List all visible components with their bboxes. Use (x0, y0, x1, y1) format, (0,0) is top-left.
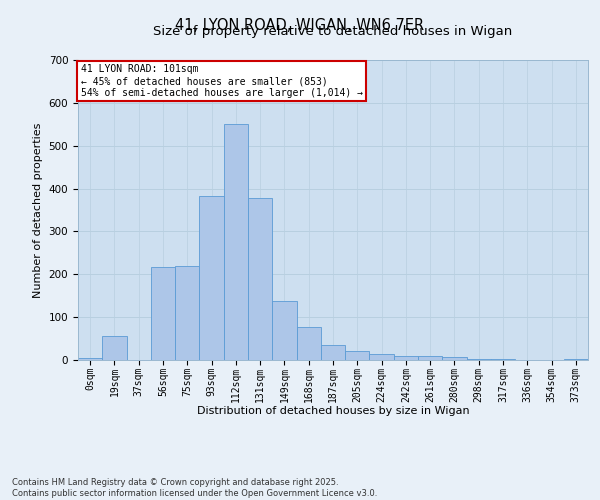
Bar (175, 266, 199, 360)
Text: 41 LYON ROAD: 101sqm
← 45% of detached houses are smaller (853)
54% of semi-deta: 41 LYON ROAD: 101sqm ← 45% of detached h… (80, 64, 362, 98)
Bar (102, 336, 127, 360)
Bar (248, 198, 272, 360)
Text: 41, LYON ROAD, WIGAN, WN6 7ER: 41, LYON ROAD, WIGAN, WN6 7ER (175, 18, 425, 32)
Bar (467, 358, 491, 360)
Bar (296, 326, 321, 360)
Bar (564, 358, 588, 360)
Bar (321, 345, 345, 360)
Bar (442, 356, 467, 360)
Bar (78, 358, 102, 360)
Text: Contains HM Land Registry data © Crown copyright and database right 2025.
Contai: Contains HM Land Registry data © Crown c… (12, 478, 377, 498)
Bar (394, 356, 418, 360)
Bar (272, 301, 296, 360)
Title: Size of property relative to detached houses in Wigan: Size of property relative to detached ho… (154, 25, 512, 38)
Y-axis label: Number of detached properties: Number of detached properties (33, 122, 43, 298)
Bar (224, 124, 248, 360)
Bar (491, 359, 515, 360)
Bar (418, 356, 442, 360)
Bar (345, 352, 370, 360)
Bar (199, 196, 224, 360)
Bar (151, 266, 175, 360)
X-axis label: Distribution of detached houses by size in Wigan: Distribution of detached houses by size … (197, 406, 469, 415)
Bar (370, 354, 394, 360)
